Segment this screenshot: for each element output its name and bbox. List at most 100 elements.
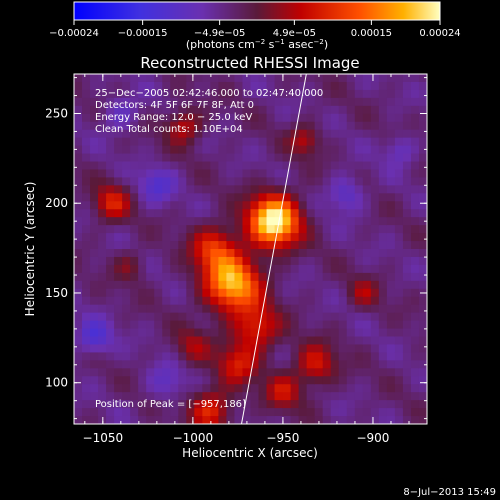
- heatmap-cell: [322, 161, 332, 171]
- heatmap-cell: [226, 217, 236, 226]
- heatmap-cell: [290, 360, 300, 369]
- heatmap-cell: [362, 328, 372, 338]
- heatmap-cell: [178, 352, 187, 361]
- heatmap-cell: [362, 169, 372, 178]
- heatmap-cell: [82, 304, 91, 314]
- heatmap-cell: [402, 288, 412, 298]
- heatmap-cell: [354, 121, 364, 131]
- heatmap-cell: [418, 193, 427, 202]
- heatmap-cell: [418, 201, 427, 210]
- heatmap-cell: [90, 304, 99, 314]
- heatmap-cell: [130, 113, 139, 123]
- heatmap-cell: [242, 256, 252, 266]
- heatmap-cell: [370, 153, 380, 163]
- x-tick-label: −950: [266, 431, 299, 445]
- heatmap-cell: [354, 81, 364, 91]
- heatmap-cell: [282, 384, 292, 393]
- heatmap-cell: [82, 272, 91, 282]
- heatmap-cell: [394, 280, 404, 290]
- heatmap-cell: [202, 89, 211, 99]
- heatmap-cell: [138, 296, 147, 306]
- solar-limb-line: [241, 73, 307, 425]
- heatmap-cell: [354, 416, 364, 424]
- heatmap-cell: [154, 145, 163, 155]
- heatmap-cell: [258, 280, 268, 290]
- heatmap-cell: [394, 296, 404, 306]
- heatmap-cell: [346, 249, 356, 258]
- colorbar-tick-label: −0.00015: [118, 28, 168, 39]
- heatmap-cell: [274, 201, 284, 210]
- heatmap-cell: [418, 137, 427, 147]
- heatmap-cell: [346, 400, 356, 409]
- heatmap-cell: [322, 225, 332, 234]
- heatmap-cell: [202, 392, 211, 401]
- heatmap-cell: [418, 368, 427, 377]
- heatmap-cell: [226, 129, 236, 139]
- heatmap-cell: [186, 153, 195, 163]
- heatmap-cell: [178, 225, 187, 234]
- heatmap-cell: [378, 280, 388, 290]
- heatmap-cell: [370, 105, 380, 115]
- heatmap-cell: [154, 264, 163, 274]
- heatmap-cell: [362, 344, 372, 353]
- heatmap-cell: [170, 256, 179, 266]
- heatmap-cell: [138, 185, 147, 194]
- heatmap-cell: [82, 376, 91, 385]
- heatmap-cell: [234, 169, 244, 178]
- heatmap-cell: [394, 113, 404, 123]
- heatmap-cell: [210, 217, 220, 226]
- heatmap-cell: [346, 416, 356, 424]
- heatmap-cell: [106, 113, 115, 123]
- heatmap-cell: [130, 400, 139, 409]
- heatmap-cell: [122, 137, 131, 147]
- heatmap-cell: [314, 185, 324, 194]
- heatmap-cell: [354, 296, 364, 306]
- heatmap-cell: [330, 201, 340, 210]
- heatmap-cell: [322, 328, 332, 338]
- heatmap-cell: [98, 352, 107, 361]
- heatmap-cell: [258, 296, 268, 306]
- heatmap-cell: [386, 97, 396, 107]
- heatmap-cell: [114, 233, 123, 242]
- heatmap-cell: [146, 209, 155, 218]
- heatmap-cell: [210, 408, 220, 417]
- heatmap-cell: [178, 89, 187, 99]
- heatmap-cell: [114, 153, 123, 163]
- heatmap-cell: [202, 280, 211, 290]
- heatmap-cell: [226, 392, 236, 401]
- heatmap-cell: [106, 328, 115, 338]
- heatmap-cell: [98, 296, 107, 306]
- heatmap-cell: [122, 193, 131, 202]
- heatmap-cell: [322, 97, 332, 107]
- heatmap-cell: [218, 241, 228, 250]
- heatmap-cell: [170, 185, 179, 194]
- heatmap-cell: [138, 137, 147, 147]
- heatmap-cell: [178, 360, 187, 369]
- heatmap-cell: [402, 217, 412, 226]
- heatmap-cell: [306, 352, 316, 361]
- heatmap-cell: [122, 416, 131, 424]
- heatmap-cell: [130, 201, 139, 210]
- heatmap-cell: [98, 225, 107, 234]
- heatmap-cell: [210, 368, 220, 377]
- heatmap-cell: [130, 344, 139, 353]
- heatmap-cell: [330, 161, 340, 171]
- heatmap-cell: [106, 336, 115, 346]
- heatmap-cell: [258, 408, 268, 417]
- heatmap-cell: [370, 320, 380, 330]
- heatmap-cell: [82, 97, 91, 107]
- heatmap-cell: [90, 320, 99, 330]
- heatmap-cell: [234, 74, 244, 83]
- heatmap-cell: [234, 185, 244, 194]
- heatmap-cell: [242, 225, 252, 234]
- heatmap-cell: [154, 352, 163, 361]
- heatmap-cell: [170, 408, 179, 417]
- heatmap-cell: [306, 233, 316, 242]
- heatmap-cell: [90, 193, 99, 202]
- heatmap-cell: [218, 153, 228, 163]
- heatmap-cell: [306, 193, 316, 202]
- heatmap-cell: [162, 384, 171, 393]
- heatmap-cell: [370, 169, 380, 178]
- heatmap-cell: [154, 416, 163, 424]
